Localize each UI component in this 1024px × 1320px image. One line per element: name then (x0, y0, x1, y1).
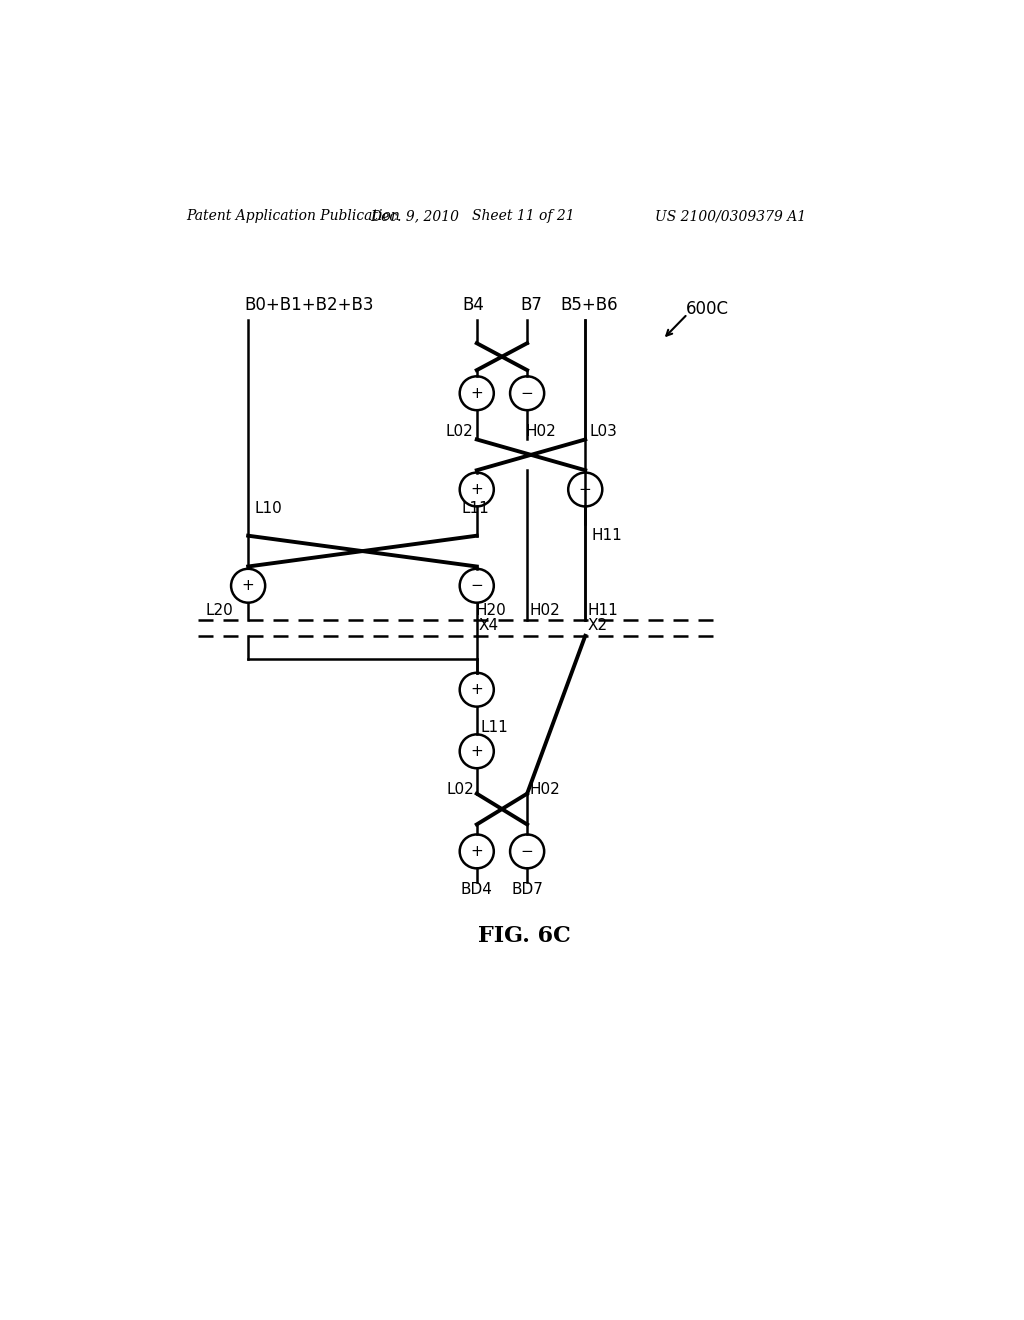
Text: FIG. 6C: FIG. 6C (478, 925, 571, 948)
Text: L02: L02 (446, 781, 474, 797)
Text: L11: L11 (462, 502, 489, 516)
Text: B7: B7 (520, 296, 542, 314)
Text: B0+B1+B2+B3: B0+B1+B2+B3 (245, 296, 374, 314)
Text: H02: H02 (529, 781, 560, 797)
Text: −: − (579, 482, 592, 498)
Text: H11: H11 (588, 603, 618, 618)
Text: −: − (470, 578, 483, 593)
Text: B5+B6: B5+B6 (560, 296, 617, 314)
Text: L11: L11 (480, 721, 508, 735)
Text: L02: L02 (445, 424, 473, 440)
Text: L10: L10 (254, 502, 282, 516)
Text: X4: X4 (478, 619, 499, 634)
Text: +: + (470, 743, 483, 759)
Text: +: + (470, 385, 483, 401)
Text: B4: B4 (462, 296, 483, 314)
Text: Dec. 9, 2010: Dec. 9, 2010 (371, 209, 459, 223)
Text: +: + (470, 482, 483, 498)
Text: Sheet 11 of 21: Sheet 11 of 21 (472, 209, 574, 223)
Text: H02: H02 (525, 424, 556, 440)
Text: +: + (470, 682, 483, 697)
Text: H02: H02 (529, 603, 560, 618)
Text: +: + (470, 843, 483, 859)
Text: X2: X2 (588, 619, 607, 634)
Text: H11: H11 (592, 528, 623, 543)
Text: H20: H20 (475, 603, 506, 618)
Text: US 2100/0309379 A1: US 2100/0309379 A1 (655, 209, 806, 223)
Text: Patent Application Publication: Patent Application Publication (186, 209, 400, 223)
Text: −: − (521, 385, 534, 401)
Text: BD7: BD7 (511, 882, 543, 898)
Text: L03: L03 (589, 424, 617, 440)
Text: 600C: 600C (686, 300, 729, 318)
Text: L20: L20 (206, 603, 233, 618)
Text: +: + (242, 578, 255, 593)
Text: BD4: BD4 (461, 882, 493, 898)
Text: −: − (521, 843, 534, 859)
